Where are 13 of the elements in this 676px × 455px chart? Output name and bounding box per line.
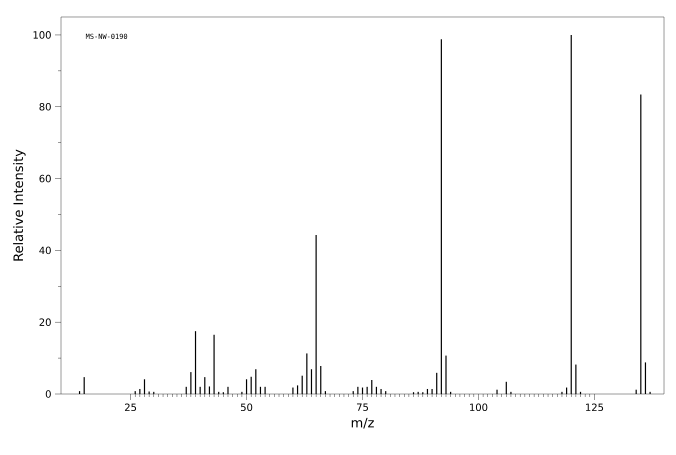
y-tick-label: 100 — [34, 31, 51, 39]
x-tick-label: 125 — [586, 404, 604, 412]
x-tick-label: 25 — [124, 404, 136, 412]
x-tick-label: 75 — [356, 404, 368, 411]
x-axis-title: m/z — [352, 418, 374, 429]
y-tick-label: 40 — [39, 246, 51, 254]
y-tick-label: 80 — [39, 102, 51, 111]
x-tick-label: 50 — [240, 404, 252, 412]
x-tick-label: 100 — [470, 404, 488, 412]
y-tick-label: 0 — [46, 390, 51, 398]
y-tick-label: 20 — [40, 318, 51, 326]
y-axis-title: Relative Intensity — [13, 150, 26, 261]
y-tick-label: 60 — [40, 174, 51, 182]
